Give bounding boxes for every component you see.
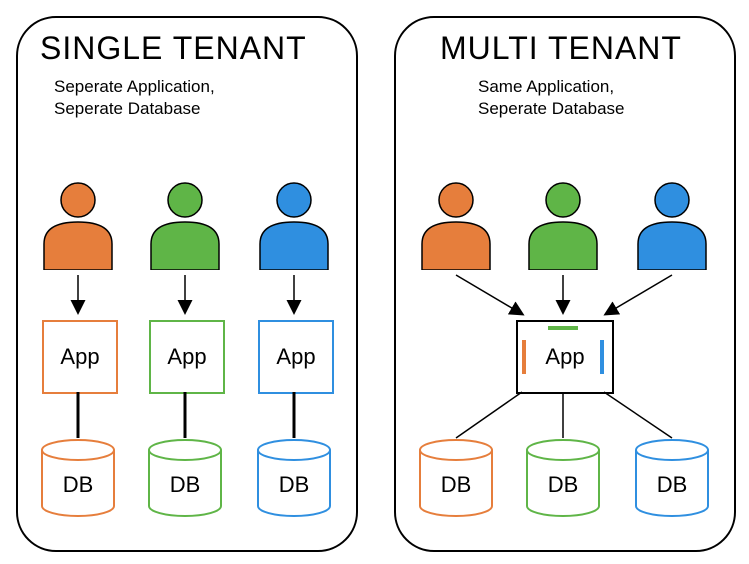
diagram-canvas: SINGLE TENANT Seperate Application, Sepe…: [0, 0, 749, 564]
db-label: DB: [634, 472, 710, 498]
db-label: DB: [418, 472, 494, 498]
db-label: DB: [525, 472, 601, 498]
